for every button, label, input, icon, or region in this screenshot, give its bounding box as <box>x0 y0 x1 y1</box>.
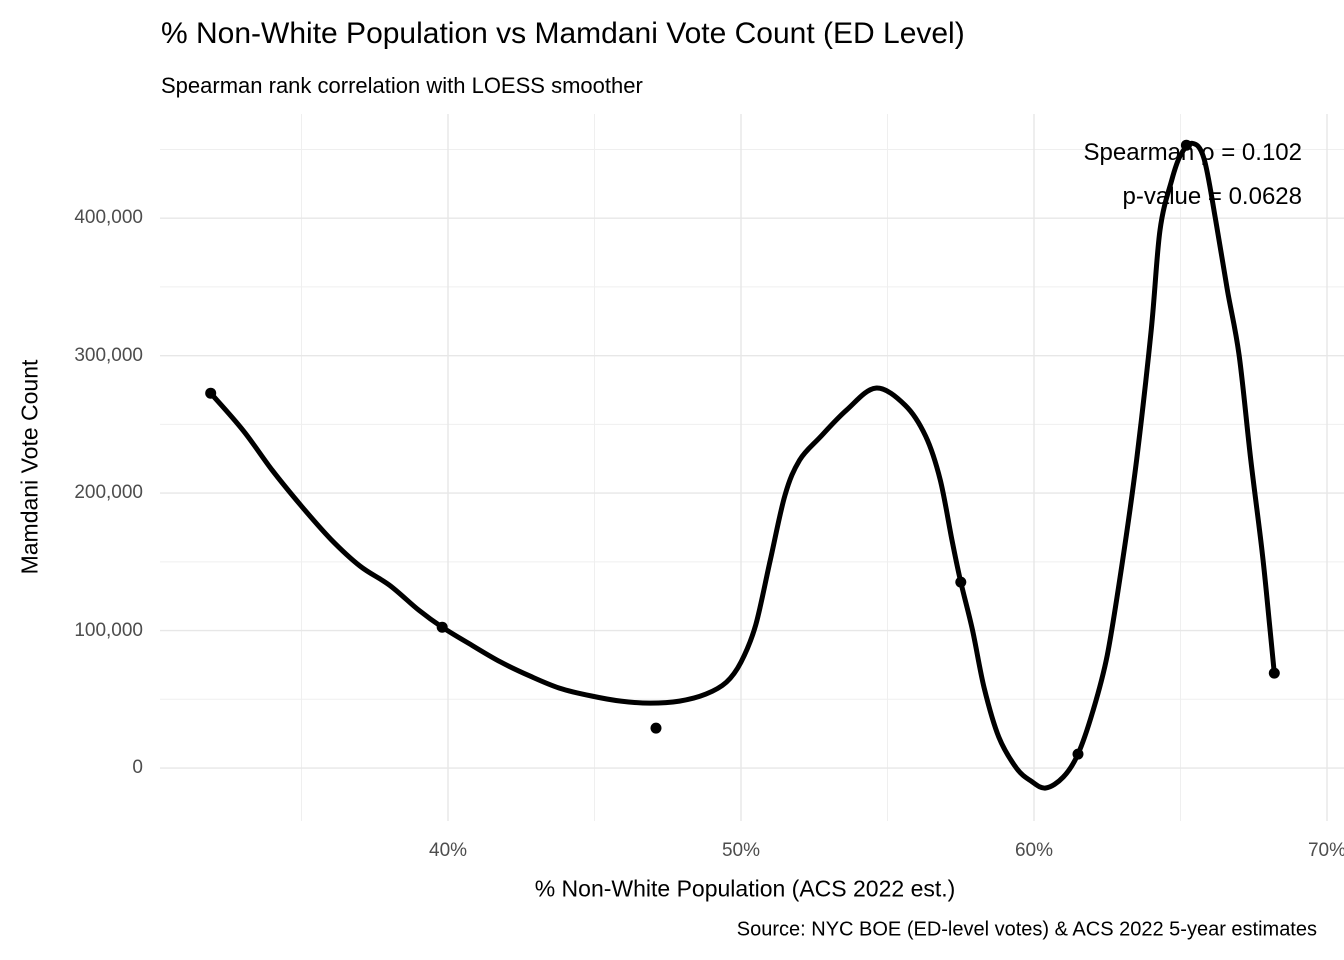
source-caption: Source: NYC BOE (ED-level votes) & ACS 2… <box>736 918 1317 941</box>
y-axis-title: Mamdani Vote Count <box>16 359 43 575</box>
x-axis-tick-label: 50% <box>721 840 761 861</box>
data-point <box>1072 748 1084 760</box>
x-axis-tick-label: 60% <box>1014 840 1054 861</box>
x-axis-tick-label: 40% <box>429 840 468 861</box>
pvalue-annotation: p-value = 0.0628 <box>1122 183 1302 210</box>
data-point <box>955 576 967 588</box>
data-point <box>650 722 662 734</box>
y-axis-tick-label: 400,000 <box>74 207 143 229</box>
y-axis-tick-label: 0 <box>132 757 143 779</box>
chart-title: % Non-White Population vs Mamdani Vote C… <box>161 17 965 50</box>
y-axis-tick-label: 200,000 <box>74 482 143 504</box>
y-axis-tick-label: 300,000 <box>74 344 143 366</box>
data-point <box>1268 667 1280 679</box>
spearman-annotation: Spearman ρ = 0.102 <box>1083 139 1302 166</box>
loess-smoother-line <box>208 140 1277 791</box>
x-axis-tick-label: 70% <box>1307 840 1344 861</box>
x-axis-title: % Non-White Population (ACS 2022 est.) <box>534 875 956 902</box>
data-point <box>436 621 448 633</box>
data-point <box>205 387 217 399</box>
chart-subtitle: Spearman rank correlation with LOESS smo… <box>161 73 643 98</box>
y-axis-tick-label: 100,000 <box>74 619 143 641</box>
